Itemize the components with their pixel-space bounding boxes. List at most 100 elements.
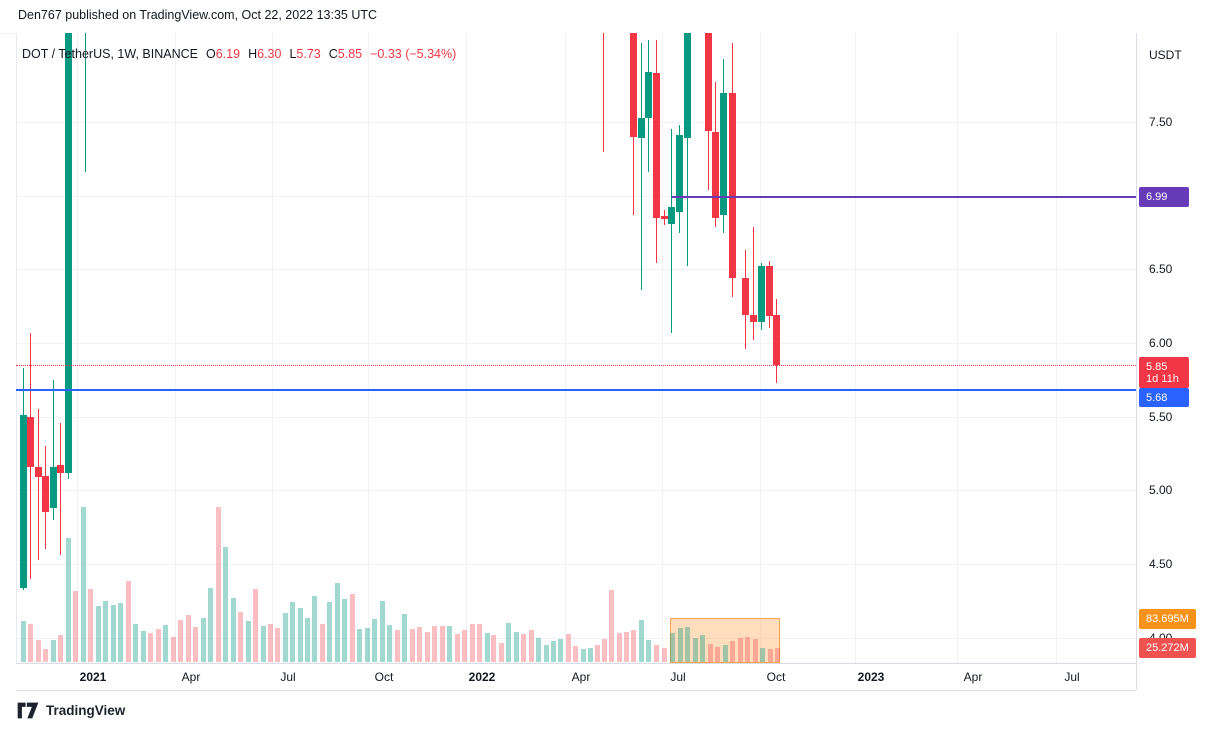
volume-bar xyxy=(738,638,743,662)
volume-bar xyxy=(624,632,629,662)
plot-left-border xyxy=(16,33,17,689)
price-axis[interactable]: USDT7.507.006.506.005.505.004.504.006.99… xyxy=(1136,33,1220,690)
volume-bar xyxy=(639,620,644,662)
volume-bar xyxy=(708,644,713,662)
gridline-horizontal xyxy=(16,563,1136,565)
volume-bar xyxy=(231,598,236,662)
price-tick-label: 5.50 xyxy=(1149,409,1173,424)
gridline-vertical xyxy=(855,33,856,663)
candle-body xyxy=(20,415,27,588)
symbol-legend[interactable]: DOT / TetherUS, 1W, BINANCE O6.19 H6.30 L5.… xyxy=(22,47,456,61)
candle-body xyxy=(742,278,749,315)
candle-body xyxy=(729,92,736,279)
candle-body xyxy=(42,475,49,513)
time-tick-label: Jul xyxy=(1064,670,1080,684)
publish-info: Den767 published on TradingView.com, Oct… xyxy=(18,8,378,22)
chart-plot-area[interactable]: DOT / TetherUS, 1W, BINANCE O6.19 H6.30 L5.… xyxy=(16,33,1136,663)
gridline-vertical xyxy=(466,33,467,663)
volume-bar xyxy=(268,624,273,662)
volume-bar xyxy=(298,608,303,662)
candle-body xyxy=(630,33,637,137)
time-tick-label: Apr xyxy=(963,670,983,684)
volume-bar xyxy=(36,640,41,662)
gridline-horizontal xyxy=(16,490,1136,492)
time-tick-label: Oct xyxy=(766,670,786,684)
volume-bar xyxy=(425,632,430,662)
gridline-horizontal xyxy=(16,637,1136,639)
volume-bar xyxy=(342,599,347,662)
volume-bar xyxy=(768,649,773,662)
volume-bar xyxy=(745,637,750,662)
candle-wick xyxy=(38,409,39,560)
volume-bar xyxy=(28,624,33,662)
volume-bar xyxy=(66,538,71,662)
candle-body xyxy=(638,117,645,139)
candle-body xyxy=(684,33,691,139)
time-tick-label: 2022 xyxy=(468,670,496,684)
resistance-line[interactable] xyxy=(672,196,1136,199)
price-badge-support: 5.68 xyxy=(1139,388,1189,407)
volume-bar xyxy=(73,591,78,662)
volume-bar xyxy=(283,613,288,662)
time-tick-label: Apr xyxy=(571,670,591,684)
ohlc-value: 6.30 xyxy=(257,47,282,61)
candle-body xyxy=(661,216,668,220)
volume-bar xyxy=(730,641,735,662)
volume-bar xyxy=(470,624,475,662)
volume-bar xyxy=(275,628,280,662)
volume-bar xyxy=(662,648,667,662)
ohlc-key: H xyxy=(248,47,258,61)
volume-bar xyxy=(595,645,600,662)
volume-bar xyxy=(536,638,541,662)
price-tick-label: 7.50 xyxy=(1149,115,1173,130)
volume-bar xyxy=(208,588,213,662)
countdown-price-line[interactable] xyxy=(16,364,1136,366)
time-tick-label: Apr xyxy=(181,670,201,684)
volume-bar xyxy=(327,602,332,662)
candle-wick xyxy=(687,33,688,267)
volume-bar xyxy=(455,634,460,662)
candle-wick xyxy=(753,226,754,341)
volume-bar xyxy=(617,633,622,662)
volume-bar xyxy=(261,626,266,662)
candle-body xyxy=(750,315,757,323)
volume-bar xyxy=(335,583,340,662)
volume-bar xyxy=(126,581,131,662)
price-badge-last: 5.85 1d 11h xyxy=(1139,357,1189,388)
volume-bar xyxy=(246,621,251,662)
gridline-horizontal xyxy=(16,343,1136,344)
volume-bar xyxy=(440,626,445,662)
support-line[interactable] xyxy=(16,389,1136,392)
volume-bar xyxy=(290,602,295,662)
volume-bar xyxy=(602,639,607,662)
candle-body xyxy=(65,33,72,473)
volume-bar xyxy=(521,634,526,662)
volume-bar xyxy=(118,603,123,662)
volume-bar xyxy=(216,507,221,662)
volume-bar xyxy=(178,620,183,662)
volume-bar xyxy=(201,618,206,662)
candle-wick xyxy=(53,379,54,520)
gridline-vertical xyxy=(957,33,958,663)
volume-bar xyxy=(685,627,690,662)
volume-bar xyxy=(111,605,116,662)
volume-bar xyxy=(96,606,101,662)
volume-bar xyxy=(410,629,415,662)
candle-body xyxy=(57,465,64,473)
volume-bar xyxy=(609,590,614,662)
time-axis[interactable]: 2021 Apr Jul Oct 2022 Apr Jul Oct 2023 Apr Jul xyxy=(16,663,1136,691)
volume-range-box[interactable] xyxy=(670,618,780,663)
volume-bar xyxy=(103,601,108,662)
volume-bar xyxy=(693,638,698,662)
volume-bar xyxy=(380,601,385,662)
price-badge-resistance: 6.99 xyxy=(1139,187,1189,207)
volume-bar xyxy=(141,631,146,662)
volume-bar xyxy=(402,614,407,662)
time-tick-label: 2023 xyxy=(857,670,885,684)
candle-body xyxy=(676,135,683,212)
volume-bar xyxy=(514,632,519,662)
volume-bar xyxy=(477,624,482,662)
tradingview-attribution[interactable]: TradingView xyxy=(17,702,125,719)
volume-bar xyxy=(462,630,467,662)
gridline-vertical xyxy=(760,33,761,663)
